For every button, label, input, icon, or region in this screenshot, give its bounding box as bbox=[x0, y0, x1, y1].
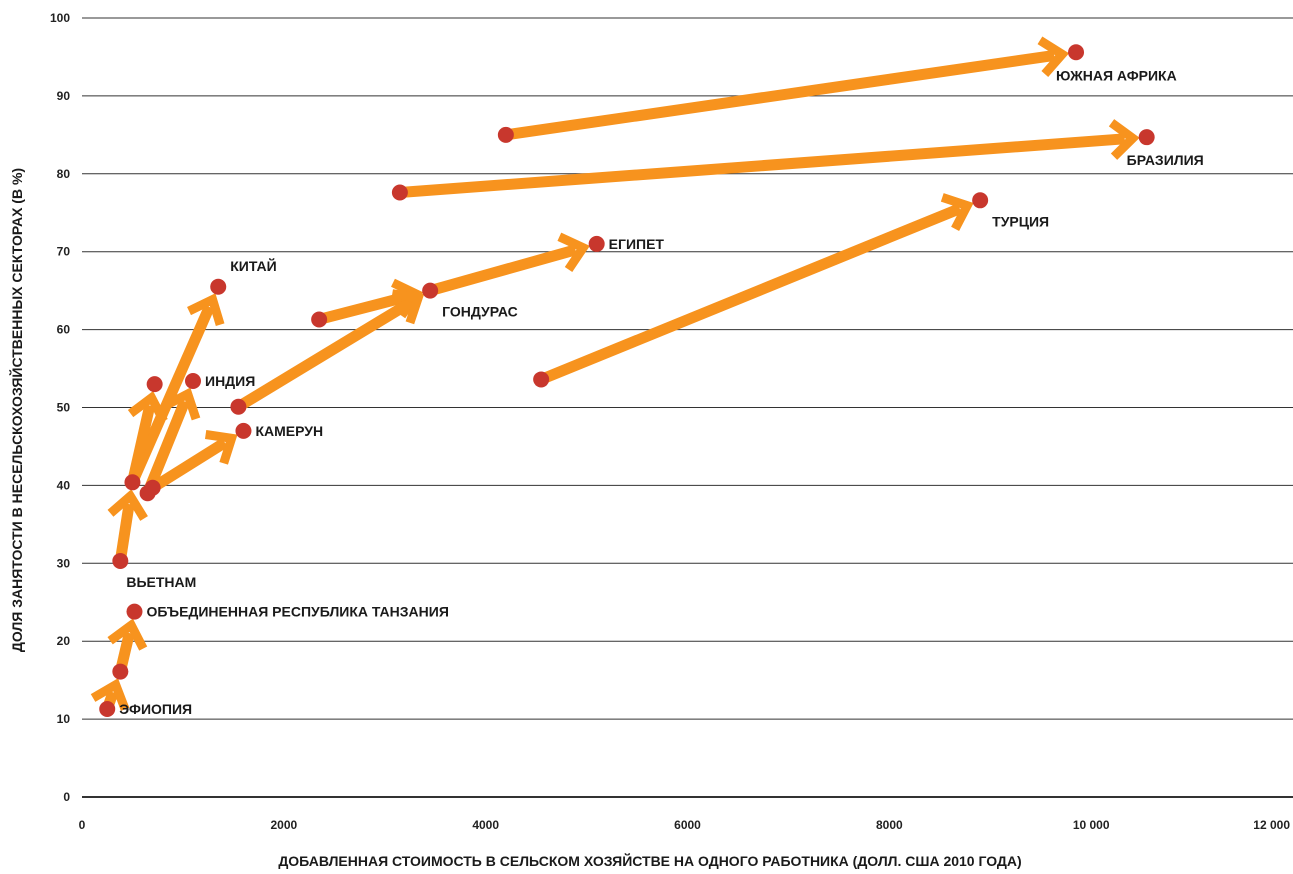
data-point bbox=[391, 184, 408, 201]
label-южная-африка: ЮЖНАЯ АФРИКА bbox=[1056, 67, 1177, 83]
arrow-shaft bbox=[235, 297, 415, 412]
arrow-shaft bbox=[428, 244, 577, 296]
data-point bbox=[588, 235, 605, 252]
y-tick-label: 80 bbox=[57, 167, 71, 181]
arrow-shaft bbox=[142, 399, 190, 496]
label-эфиопия: ЭФИОПИЯ bbox=[119, 701, 192, 717]
arrow-head bbox=[940, 193, 974, 231]
y-axis-title: ДОЛЯ ЗАНЯТОСТИ В НЕСЕЛЬСКОХОЗЯЙСТВЕННЫХ … bbox=[8, 168, 25, 652]
data-point bbox=[533, 371, 550, 388]
arrow-head bbox=[1037, 36, 1070, 77]
data-point bbox=[1068, 44, 1085, 61]
data-point bbox=[422, 282, 439, 299]
y-tick-label: 50 bbox=[57, 401, 71, 415]
data-point bbox=[972, 192, 989, 209]
arrow-head bbox=[1108, 119, 1140, 160]
data-point bbox=[112, 663, 129, 680]
arrow-shaft bbox=[505, 49, 1056, 141]
x-tick-label: 10 000 bbox=[1073, 818, 1110, 832]
x-tick-label: 2000 bbox=[270, 818, 297, 832]
trajectory-arrows bbox=[90, 36, 1140, 711]
data-point bbox=[1138, 129, 1155, 146]
x-axis-title: ДОБАВЛЕННАЯ СТОИМОСТЬ В СЕЛЬСКОМ ХОЗЯЙСТ… bbox=[278, 852, 1021, 869]
data-point bbox=[210, 278, 227, 295]
data-point bbox=[230, 398, 247, 415]
arrow-head bbox=[107, 489, 148, 521]
arrow-shaft bbox=[399, 133, 1126, 198]
y-tick-label: 0 bbox=[63, 790, 70, 804]
data-point bbox=[311, 311, 328, 328]
x-tick-label: 6000 bbox=[674, 818, 701, 832]
label-объединенная-республика-танзания: ОБЪЕДИНЕННАЯ РЕСПУБЛИКА ТАНЗАНИЯ bbox=[146, 604, 448, 620]
y-tick-label: 90 bbox=[57, 89, 71, 103]
y-axis-ticks: 0 10 20 30 40 50 60 70 80 90 100 bbox=[50, 11, 70, 804]
data-point bbox=[112, 552, 129, 569]
arrow-shaft bbox=[539, 203, 962, 385]
arrow-head bbox=[204, 430, 238, 465]
x-tick-label: 8000 bbox=[876, 818, 903, 832]
y-tick-label: 20 bbox=[57, 634, 71, 648]
arrow-head bbox=[187, 293, 225, 327]
data-point bbox=[146, 376, 163, 393]
arrow-head bbox=[557, 232, 590, 272]
label-камерун: КАМЕРУН bbox=[255, 423, 323, 439]
label-гондурас: ГОНДУРАС bbox=[442, 304, 518, 320]
x-axis-ticks: 0 2000 4000 6000 8000 10 000 12 000 bbox=[79, 818, 1291, 832]
arrow-shaft bbox=[149, 437, 228, 493]
x-tick-label: 12 000 bbox=[1253, 818, 1290, 832]
data-point bbox=[124, 474, 141, 491]
country-labels: ЮЖНАЯ АФРИКА БРАЗИЛИЯ ЕГИПЕТ ТУРЦИЯ ГОНДУРАС… bbox=[119, 67, 1204, 717]
data-points bbox=[99, 44, 1155, 717]
arrow-head bbox=[162, 387, 201, 421]
arrow-shaft bbox=[317, 290, 411, 325]
arrow-head bbox=[107, 618, 148, 651]
data-point bbox=[235, 422, 252, 439]
arrow-head bbox=[391, 289, 425, 325]
arrow-head bbox=[127, 391, 168, 424]
y-tick-label: 30 bbox=[57, 556, 71, 570]
label-бразилия: БРАЗИЛИЯ bbox=[1127, 152, 1204, 168]
label-вьетнам: ВЬЕТНАМ bbox=[126, 574, 196, 590]
y-tick-label: 100 bbox=[50, 11, 70, 25]
arrow-shaft bbox=[127, 304, 215, 485]
label-индия: ИНДИЯ bbox=[205, 373, 255, 389]
x-tick-label: 4000 bbox=[472, 818, 499, 832]
arrow-head bbox=[90, 678, 130, 711]
y-tick-label: 40 bbox=[57, 478, 71, 492]
label-египет: ЕГИПЕТ bbox=[609, 236, 665, 252]
y-tick-label: 70 bbox=[57, 245, 71, 259]
data-point bbox=[497, 126, 514, 143]
data-point bbox=[126, 603, 143, 620]
y-tick-label: 10 bbox=[57, 712, 71, 726]
data-point bbox=[144, 479, 161, 496]
data-point bbox=[99, 700, 116, 717]
label-турция: ТУРЦИЯ bbox=[992, 213, 1049, 229]
arrow-shaft bbox=[127, 404, 156, 484]
y-tick-label: 60 bbox=[57, 323, 71, 337]
data-point bbox=[185, 373, 202, 390]
arrow-shaft bbox=[114, 503, 135, 562]
label-китай: КИТАЙ bbox=[230, 257, 276, 274]
x-tick-label: 0 bbox=[79, 818, 86, 832]
